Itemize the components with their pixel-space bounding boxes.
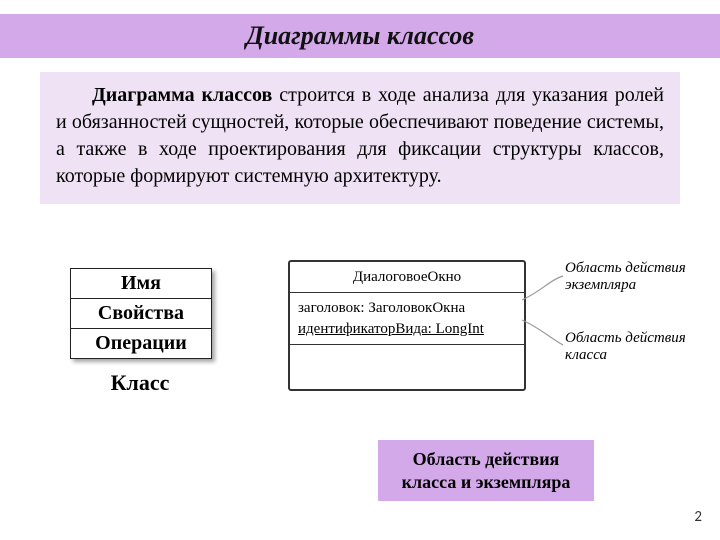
example-class-box: ДиалоговоеОкно заголовок: ЗаголовокОкна … [288,260,526,391]
callout-l2: класса и экземпляра [388,471,584,494]
annotation-instance-scope: Область действия экземпляра [565,260,686,295]
annotation-class-l2: класса [565,347,686,364]
annotation-class-scope: Область действия класса [565,330,686,365]
page-number: 2 [694,508,702,526]
class-row-operations: Операции [71,329,211,358]
class-row-name: Имя [71,269,211,299]
example-attributes: заголовок: ЗаголовокОкна идентификаторВи… [290,293,524,345]
slide-title: Диаграммы классов [246,21,474,51]
example-operations-empty [290,345,524,389]
class-row-properties: Свойства [71,299,211,329]
description-box: Диаграмма классов строится в ходе анализ… [40,72,680,204]
title-bar: Диаграммы классов [0,14,720,58]
class-caption: Класс [70,370,210,396]
example-attr-instance: заголовок: ЗаголовокОкна [298,298,516,318]
description-lead: Диаграмма классов [92,84,272,106]
annotation-instance-l2: экземпляра [565,277,686,294]
callout-scope: Область действия класса и экземпляра [378,440,594,501]
class-structure-box: Имя Свойства Операции [70,268,212,359]
annotation-class-l1: Область действия [565,330,686,347]
callout-l1: Область действия [388,448,584,471]
example-attr-class: идентификаторВида: LongInt [298,319,516,339]
annotation-instance-l1: Область действия [565,260,686,277]
slide: Диаграммы классов Диаграмма классов стро… [0,0,720,540]
example-class-name: ДиалоговоеОкно [290,262,524,293]
